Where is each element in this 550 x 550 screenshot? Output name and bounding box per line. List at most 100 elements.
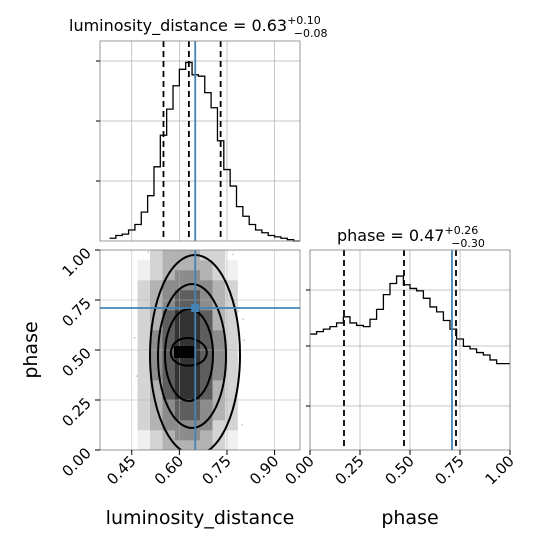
density-cell (225, 360, 238, 371)
density-cell (162, 440, 176, 450)
density-cell (175, 330, 188, 341)
density-cell (150, 290, 163, 301)
density-cell (212, 370, 226, 381)
density-cell (200, 360, 213, 371)
density-cell (187, 400, 201, 411)
density-cell (212, 350, 226, 361)
density-cell (150, 270, 163, 281)
density-cell (212, 360, 226, 371)
density-cell (200, 260, 213, 271)
density-cell (175, 380, 188, 391)
density-cell (187, 270, 201, 281)
density-cell (212, 300, 226, 311)
scatter-point (232, 253, 234, 256)
density-cell (175, 440, 188, 450)
density-cell (212, 430, 226, 441)
density-cell (150, 430, 163, 441)
density-cell (137, 360, 151, 371)
density-cell (137, 260, 151, 271)
density-cell (212, 440, 226, 450)
density-cell (175, 340, 188, 351)
density-cell (187, 380, 201, 391)
density-cell (137, 440, 151, 450)
density-cell (212, 270, 226, 281)
density-cell (187, 330, 201, 341)
luminosity-distance-axis-label: luminosity_distance (106, 507, 295, 529)
density-peak (174, 346, 196, 358)
quantile-lines (343, 250, 457, 450)
density-cell (162, 280, 176, 291)
x-tick-label-3: 0.75 (431, 452, 467, 488)
density-cell (225, 390, 238, 401)
density-cell (150, 370, 163, 381)
density-cell (150, 310, 163, 321)
density-cell (212, 400, 226, 411)
density-cell (200, 340, 213, 351)
density-cell (150, 320, 163, 331)
x-tick-label-1: 0.25 (331, 452, 367, 488)
density-cell (150, 330, 163, 341)
density-cell (212, 390, 226, 401)
density-cell (162, 350, 176, 361)
density-cell (212, 280, 226, 291)
density-cell (162, 390, 176, 401)
density-cell (175, 390, 188, 401)
density-cell (162, 260, 176, 271)
contour-mid (157, 283, 227, 429)
x-tick-label-0: 0.45 (103, 452, 139, 488)
density-cell (200, 400, 213, 411)
y-ticks: 0.00 0.25 0.50 0.75 1.00 (58, 244, 100, 480)
density-cell (175, 290, 188, 301)
y-tick-label-3: 0.75 (58, 294, 94, 330)
density-cell (187, 410, 201, 421)
density-cell (187, 430, 201, 441)
density-cell (175, 250, 188, 261)
y-tick-label-1: 0.25 (58, 394, 94, 430)
density-cell (225, 420, 238, 431)
density-cell (200, 410, 213, 421)
title-sub: −0.08 (294, 27, 328, 40)
density-cell (137, 310, 151, 321)
contour-core (169, 337, 208, 367)
density-cell (225, 340, 238, 351)
title-prefix: phase = 0.47 (337, 226, 444, 245)
density-cell (187, 280, 201, 291)
panel-frame (99, 40, 301, 242)
density-cell (150, 390, 163, 401)
density-cell (212, 320, 226, 331)
density-cell (212, 380, 226, 391)
x-tick-label-0: 0.00 (281, 452, 317, 488)
scatter-point (241, 423, 244, 426)
density-cell (225, 430, 238, 441)
density-cell (225, 380, 238, 391)
x-tick-label-4: 1.00 (481, 452, 517, 488)
density-cell (200, 250, 213, 261)
title-sub: −0.30 (451, 237, 485, 250)
scatter-point (242, 318, 245, 320)
density-cell (187, 420, 201, 431)
density-cell (225, 440, 238, 450)
density-cell (162, 380, 176, 391)
density-cell (200, 270, 213, 281)
density-cell (137, 370, 151, 381)
density-cell (225, 300, 238, 311)
histogram-grid (309, 250, 511, 450)
density-cell (137, 410, 151, 421)
density-cell (212, 250, 226, 261)
density-cell (137, 270, 151, 281)
density-cell (187, 260, 201, 271)
y-tick-label-0: 0.00 (58, 444, 94, 480)
density-cell (212, 330, 226, 341)
density-cell (175, 260, 188, 271)
density-cell (200, 430, 213, 441)
x-tick-label-2: 0.75 (198, 452, 234, 488)
y-tick-label-2: 0.50 (58, 344, 94, 380)
phase-title: phase = 0.47+0.26 −0.30 (337, 224, 485, 250)
density-cell (150, 340, 163, 351)
x-tick-label-2: 0.50 (381, 452, 417, 488)
density-cell (212, 340, 226, 351)
density-cell (150, 380, 163, 391)
density-cell (175, 370, 188, 381)
density-cell (137, 290, 151, 301)
density-cell (175, 300, 188, 311)
